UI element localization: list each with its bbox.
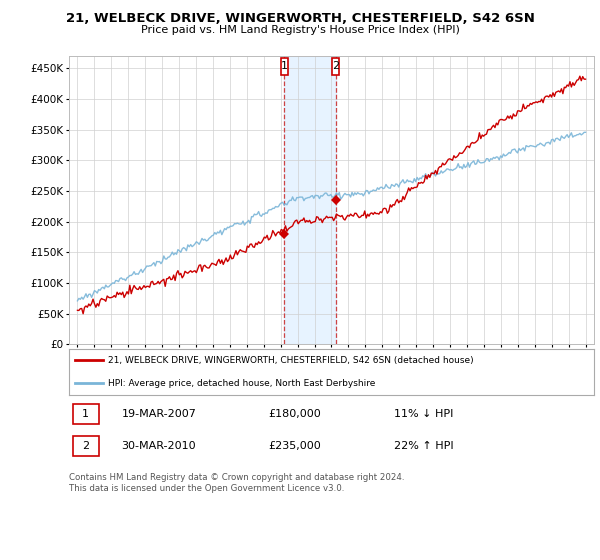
Text: 11% ↓ HPI: 11% ↓ HPI <box>395 409 454 419</box>
Text: 30-MAR-2010: 30-MAR-2010 <box>121 441 196 451</box>
Text: £235,000: £235,000 <box>269 441 321 451</box>
Bar <box>73 436 99 456</box>
FancyBboxPatch shape <box>281 58 288 75</box>
Text: 21, WELBECK DRIVE, WINGERWORTH, CHESTERFIELD, S42 6SN (detached house): 21, WELBECK DRIVE, WINGERWORTH, CHESTERF… <box>109 356 474 365</box>
FancyBboxPatch shape <box>332 58 339 75</box>
Text: 19-MAR-2007: 19-MAR-2007 <box>121 409 196 419</box>
Text: Contains HM Land Registry data © Crown copyright and database right 2024.
This d: Contains HM Land Registry data © Crown c… <box>69 473 404 493</box>
Text: 2: 2 <box>82 441 89 451</box>
Text: 2: 2 <box>332 62 339 72</box>
Text: HPI: Average price, detached house, North East Derbyshire: HPI: Average price, detached house, Nort… <box>109 379 376 388</box>
Bar <box>284 56 336 344</box>
Text: Price paid vs. HM Land Registry's House Price Index (HPI): Price paid vs. HM Land Registry's House … <box>140 25 460 35</box>
Text: 1: 1 <box>281 62 288 72</box>
Text: 22% ↑ HPI: 22% ↑ HPI <box>395 441 454 451</box>
Text: 21, WELBECK DRIVE, WINGERWORTH, CHESTERFIELD, S42 6SN: 21, WELBECK DRIVE, WINGERWORTH, CHESTERF… <box>65 12 535 25</box>
Text: £180,000: £180,000 <box>269 409 321 419</box>
Bar <box>73 404 99 424</box>
Text: 1: 1 <box>82 409 89 419</box>
